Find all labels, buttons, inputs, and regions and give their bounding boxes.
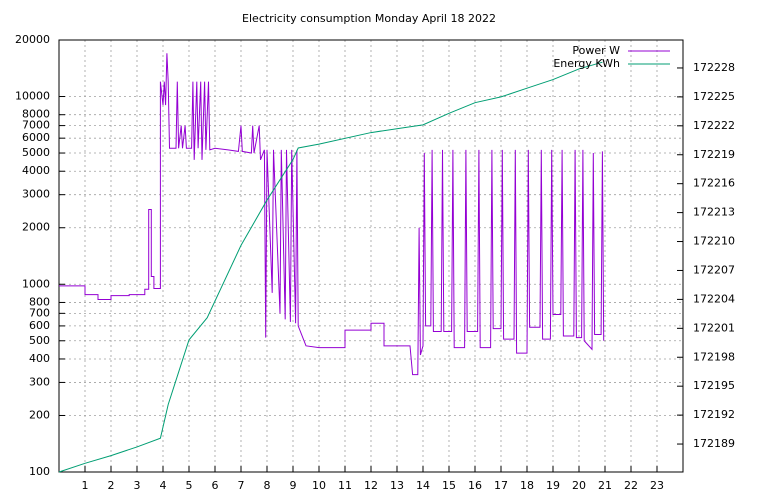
series-line	[59, 53, 605, 376]
y2-tick-label: 172210	[693, 235, 735, 248]
x-tick-label: 16	[468, 479, 482, 492]
y-tick-label: 200	[29, 408, 50, 421]
x-tick-label: 7	[238, 479, 245, 492]
y-tick-label: 4000	[22, 164, 50, 177]
x-tick-label: 4	[160, 479, 167, 492]
x-tick-label: 21	[598, 479, 612, 492]
y2-tick-label: 172225	[693, 90, 735, 103]
plot-frame	[58, 39, 684, 473]
x-tick-label: 2	[108, 479, 115, 492]
y-tick-label: 8000	[22, 108, 50, 121]
y2-tick-label: 172198	[693, 350, 735, 363]
chart-title: Electricity consumption Monday April 18 …	[242, 12, 496, 25]
y2-tick-label: 172195	[693, 379, 735, 392]
x-tick-label: 6	[212, 479, 219, 492]
x-tick-label: 14	[416, 479, 430, 492]
y2-tick-label: 172207	[693, 263, 735, 276]
x-tick-label: 8	[264, 479, 271, 492]
y-tick-label: 3000	[22, 188, 50, 201]
y-tick-label: 1000	[22, 277, 50, 290]
x-tick-label: 3	[134, 479, 141, 492]
y2-tick-label: 172216	[693, 177, 735, 190]
y2-tick-label: 172228	[693, 61, 735, 74]
y-tick-label: 2000	[22, 221, 50, 234]
y2-tick-label: 172192	[693, 408, 735, 421]
y2-tick-label: 172213	[693, 206, 735, 219]
y-tick-label: 700	[29, 306, 50, 319]
y-tick-label: 7000	[22, 119, 50, 132]
x-tick-label: 19	[546, 479, 560, 492]
x-tick-label: 9	[290, 479, 297, 492]
x-tick-label: 18	[520, 479, 534, 492]
y2-tick-label: 172189	[693, 437, 735, 450]
y-tick-label: 500	[29, 334, 50, 347]
y2-tick-label: 172201	[693, 321, 735, 334]
y2-tick-label: 172222	[693, 119, 735, 132]
y-tick-label: 800	[29, 295, 50, 308]
x-tick-label: 12	[364, 479, 378, 492]
y-tick-label: 300	[29, 375, 50, 388]
series-line	[58, 61, 603, 473]
x-tick-label: 20	[572, 479, 586, 492]
y-tick-label: 10000	[15, 90, 50, 103]
y-tick-label: 400	[29, 352, 50, 365]
x-tick-label: 17	[494, 479, 508, 492]
legend-label: Power W	[572, 44, 620, 57]
y-tick-label: 600	[29, 319, 50, 332]
legend-label: Energy KWh	[553, 57, 620, 70]
x-tick-label: 13	[390, 479, 404, 492]
x-tick-label: 15	[442, 479, 456, 492]
x-tick-label: 22	[624, 479, 638, 492]
x-tick-label: 23	[650, 479, 664, 492]
y-tick-label: 100	[29, 465, 50, 478]
x-tick-label: 11	[338, 479, 352, 492]
x-tick-label: 1	[82, 479, 89, 492]
x-tick-label: 5	[186, 479, 193, 492]
x-tick-label: 10	[312, 479, 326, 492]
y2-tick-label: 172204	[693, 292, 735, 305]
y-tick-label: 20000	[15, 33, 50, 46]
y-tick-label: 5000	[22, 146, 50, 159]
y2-tick-label: 172219	[693, 148, 735, 161]
y-tick-label: 6000	[22, 131, 50, 144]
